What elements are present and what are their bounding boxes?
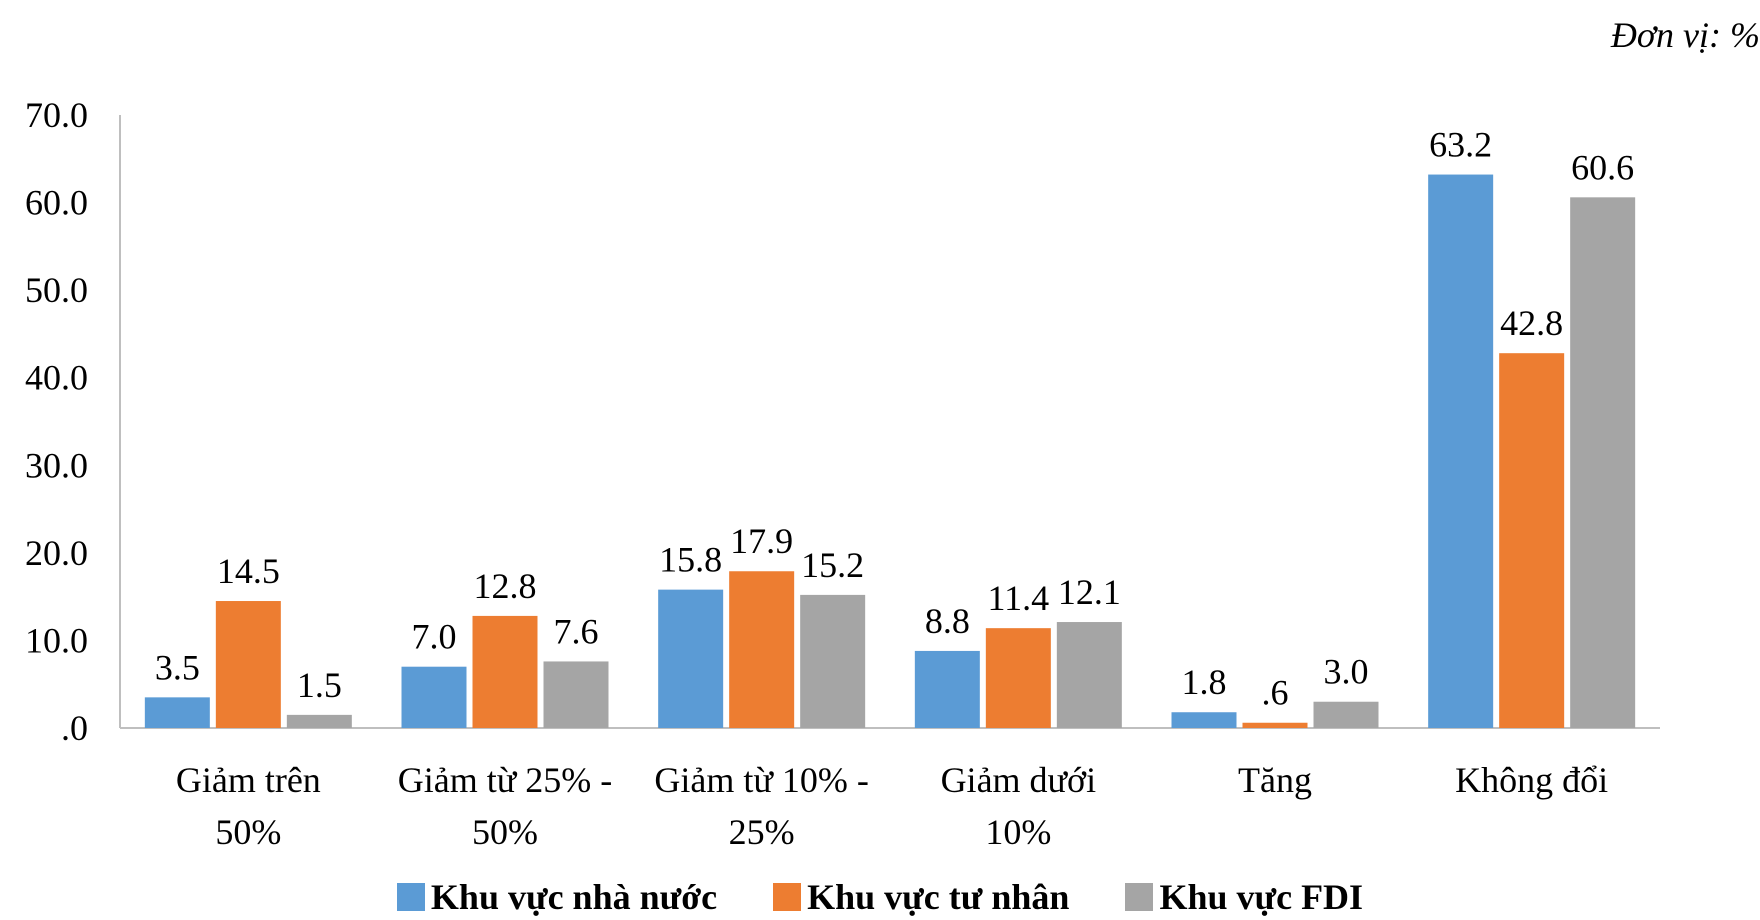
legend-swatch [396, 883, 425, 911]
data-label: 3.5 [155, 647, 200, 687]
data-label: 60.6 [1571, 147, 1634, 187]
y-tick-label: .0 [61, 708, 88, 748]
x-tick-label: 25% [729, 812, 795, 852]
bar [286, 714, 352, 728]
data-label: .6 [1262, 673, 1289, 713]
bar [1242, 722, 1308, 728]
bar [1056, 622, 1122, 728]
bar [914, 650, 980, 728]
legend-label: Khu vực tư nhân [807, 877, 1070, 917]
y-tick-label: 40.0 [25, 358, 88, 398]
data-label: 14.5 [217, 551, 280, 591]
y-tick-label: 10.0 [25, 620, 88, 660]
y-tick-label: 30.0 [25, 445, 88, 485]
data-label: 3.0 [1324, 652, 1369, 692]
data-label: 7.6 [554, 611, 599, 651]
data-label: 12.1 [1058, 572, 1121, 612]
data-label: 1.5 [297, 665, 342, 705]
bar [144, 697, 210, 728]
data-label: 15.8 [659, 540, 722, 580]
data-label: 7.0 [412, 617, 457, 657]
data-label: 15.2 [801, 545, 864, 585]
y-tick-label: 20.0 [25, 533, 88, 573]
y-tick-label: 70.0 [25, 95, 88, 135]
bar [1313, 701, 1379, 728]
legend-item: Khu vực FDI [1125, 876, 1363, 918]
unit-label: Đơn vị: % [1610, 15, 1760, 55]
bar [1428, 174, 1494, 728]
x-tick-label: Tăng [1238, 760, 1312, 800]
bar-chart: .0 10.0 20.0 30.0 40.0 50.0 60.0 70.0 3.5 14.5 1.5… [25, 95, 1660, 852]
bar [1570, 197, 1636, 728]
bar [1171, 712, 1237, 728]
bar [985, 628, 1051, 728]
y-tick-label: 60.0 [25, 183, 88, 223]
x-tick-label: Giảm từ 10% - [654, 760, 868, 800]
x-tick-label: Giảm dưới [941, 760, 1097, 800]
bar [800, 594, 866, 728]
x-tick-label: Không đổi [1455, 760, 1608, 800]
bar [729, 571, 795, 728]
data-label: 12.8 [474, 566, 537, 606]
data-label: 11.4 [987, 578, 1049, 618]
bar [472, 615, 538, 728]
legend-item: Khu vực tư nhân [773, 876, 1069, 918]
x-tick-label: 50% [215, 812, 281, 852]
legend-label: Khu vực nhà nước [430, 877, 718, 917]
x-tick-label: 10% [985, 812, 1051, 852]
bar [658, 589, 724, 728]
bar [401, 666, 467, 728]
legend-swatch [773, 883, 802, 911]
x-tick-label: Giảm trên [176, 760, 321, 800]
legend-swatch [1125, 883, 1154, 911]
data-label: 63.2 [1429, 125, 1492, 165]
data-label: 8.8 [925, 601, 970, 641]
data-label: 1.8 [1182, 662, 1227, 702]
y-tick-label: 50.0 [25, 270, 88, 310]
x-tick-label: Giảm từ 25% - [398, 760, 612, 800]
data-label: 42.8 [1500, 303, 1563, 343]
legend: Khu vực nhà nước Khu vực tư nhân Khu vực F… [0, 876, 1760, 918]
data-label: 17.9 [730, 521, 793, 561]
legend-item: Khu vực nhà nước [396, 876, 718, 918]
x-tick-label: 50% [472, 812, 538, 852]
bar [215, 601, 281, 728]
bar [543, 661, 609, 728]
legend-label: Khu vực FDI [1159, 877, 1364, 917]
bar [1499, 353, 1565, 728]
